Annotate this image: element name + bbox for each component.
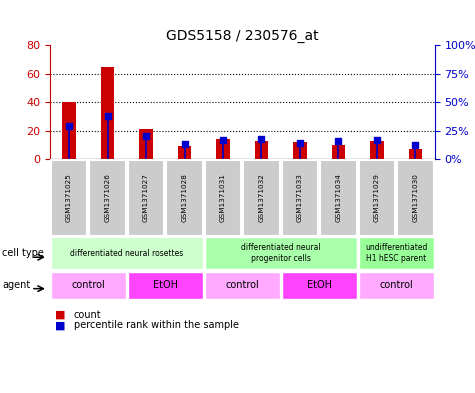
Point	[104, 113, 111, 119]
Text: GSM1371028: GSM1371028	[181, 173, 188, 222]
Text: EtOH: EtOH	[307, 280, 332, 290]
Text: percentile rank within the sample: percentile rank within the sample	[74, 320, 238, 331]
Bar	[139, 129, 153, 159]
Text: differentiated neural
progenitor cells: differentiated neural progenitor cells	[241, 243, 321, 263]
Bar	[62, 102, 76, 159]
Text: control: control	[71, 280, 105, 290]
Text: GSM1371026: GSM1371026	[104, 173, 111, 222]
Text: EtOH: EtOH	[153, 280, 178, 290]
Bar	[332, 145, 345, 159]
Point	[296, 140, 304, 146]
Text: control: control	[225, 280, 259, 290]
Point	[180, 141, 188, 147]
Text: agent: agent	[2, 280, 30, 290]
Text: undifferentiated
H1 hESC parent: undifferentiated H1 hESC parent	[365, 243, 428, 263]
Text: count: count	[74, 310, 101, 320]
Text: GSM1371031: GSM1371031	[220, 173, 226, 222]
Text: GSM1371027: GSM1371027	[143, 173, 149, 222]
Bar	[370, 141, 384, 159]
Text: ■: ■	[55, 310, 65, 320]
Text: GSM1371029: GSM1371029	[374, 173, 380, 222]
Point	[411, 142, 419, 149]
Text: GSM1371030: GSM1371030	[412, 173, 418, 222]
Bar	[101, 66, 114, 159]
Text: ■: ■	[55, 320, 65, 331]
Bar	[293, 142, 307, 159]
Title: GDS5158 / 230576_at: GDS5158 / 230576_at	[166, 29, 319, 43]
Bar	[216, 139, 230, 159]
Bar	[408, 149, 422, 159]
Text: GSM1371032: GSM1371032	[258, 173, 265, 222]
Text: differentiated neural rosettes: differentiated neural rosettes	[70, 249, 183, 257]
Text: GSM1371033: GSM1371033	[297, 173, 303, 222]
Point	[142, 133, 150, 140]
Point	[373, 137, 380, 143]
Text: control: control	[379, 280, 413, 290]
Point	[334, 138, 342, 144]
Bar	[255, 141, 268, 159]
Bar	[178, 146, 191, 159]
Text: cell type: cell type	[2, 248, 44, 258]
Point	[257, 136, 265, 142]
Point	[219, 137, 227, 143]
Point	[65, 123, 73, 129]
Text: GSM1371025: GSM1371025	[66, 173, 72, 222]
Text: GSM1371034: GSM1371034	[335, 173, 342, 222]
